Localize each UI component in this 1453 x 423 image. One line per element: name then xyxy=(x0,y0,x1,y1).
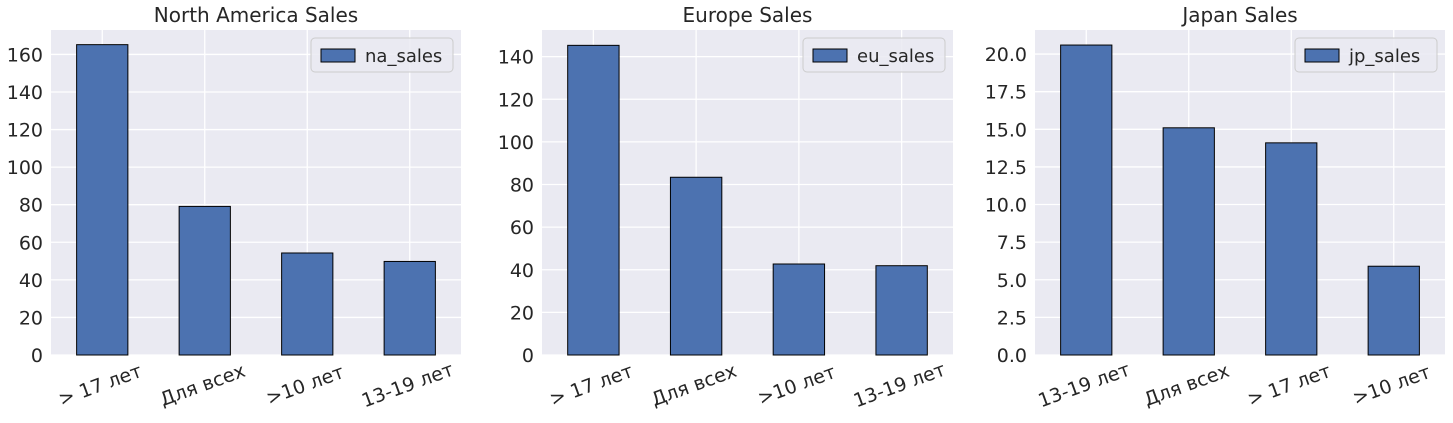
legend-box-na xyxy=(310,37,454,73)
y-tick-label-jp: 2.5 xyxy=(997,307,1027,329)
y-tick-label-jp: 15.0 xyxy=(985,119,1027,141)
y-tick-label-jp: 5.0 xyxy=(997,270,1027,292)
legend-eu: eu_sales xyxy=(802,37,946,73)
bar-eu xyxy=(669,176,723,356)
y-tick-label-jp: 0.0 xyxy=(997,345,1027,367)
bar-jp xyxy=(1060,44,1113,356)
y-tick-label-na: 160 xyxy=(7,44,43,66)
legend-swatch-eu xyxy=(812,48,848,63)
y-tick-label-eu: 40 xyxy=(510,260,534,282)
bar-jp xyxy=(1367,265,1420,356)
y-tick-label-na: 120 xyxy=(7,120,43,142)
x-tick-label-na: Для всех xyxy=(157,360,248,411)
bar-jp xyxy=(1162,127,1215,356)
y-tick-label-eu: 100 xyxy=(498,132,534,154)
y-tick-label-na: 20 xyxy=(19,307,43,329)
chart-eu: 0 20 40 60 80 100 120 140 > 17 лет Для всех >10 ле… xyxy=(498,3,953,412)
y-tick-label-na: 40 xyxy=(19,270,43,292)
y-tick-label-na: 140 xyxy=(7,82,43,104)
y-tick-label-eu: 60 xyxy=(510,217,534,239)
legend-na: na_sales xyxy=(310,37,454,73)
bar-eu xyxy=(875,265,928,356)
bar-na xyxy=(178,205,231,356)
y-tick-label-eu: 140 xyxy=(498,47,534,69)
y-tick-label-jp: 12.5 xyxy=(985,157,1027,179)
legend-label-jp: jp_sales xyxy=(1348,46,1420,67)
chart-title-na: North America Sales xyxy=(154,3,358,27)
legend-label-eu: eu_sales xyxy=(857,46,934,67)
y-tick-label-na: 60 xyxy=(19,232,43,254)
x-tick-label-eu: Для всех xyxy=(648,360,739,411)
bar-eu xyxy=(772,263,826,356)
x-tick-label-eu: 13-19 лет xyxy=(851,359,949,413)
y-tick-label-eu: 80 xyxy=(510,175,534,197)
bar-na xyxy=(383,260,436,356)
x-tick-label-jp: 13-19 лет xyxy=(1035,359,1133,413)
legend-swatch-na xyxy=(320,48,356,63)
y-tick-label-jp: 20.0 xyxy=(985,44,1027,66)
legend-jp: jp_sales xyxy=(1294,37,1438,73)
y-tick-label-jp: 7.5 xyxy=(997,232,1027,254)
x-tick-label-na: 13-19 лет xyxy=(359,359,457,413)
bar-na xyxy=(76,44,129,356)
bar-na xyxy=(281,252,334,356)
x-tick-label-na: >10 лет xyxy=(263,361,347,409)
y-tick-label-jp: 10.0 xyxy=(985,195,1027,217)
chart-title-eu: Europe Sales xyxy=(683,3,813,27)
y-tick-label-na: 80 xyxy=(19,195,43,217)
y-tick-label-na: 100 xyxy=(7,157,43,179)
x-tick-label-eu: > 17 лет xyxy=(547,360,636,410)
chart-title-jp: Japan Sales xyxy=(1180,3,1297,27)
legend-box-jp xyxy=(1294,37,1438,73)
bar-eu xyxy=(567,44,620,356)
y-tick-label-eu: 120 xyxy=(498,89,534,111)
legend-label-na: na_sales xyxy=(365,46,442,67)
y-tick-label-jp: 17.5 xyxy=(985,82,1027,104)
chart-na: 0 20 40 60 80 100 120 140 160 > 17 лет Для всех >10… xyxy=(7,3,461,412)
legend-swatch-jp xyxy=(1304,48,1340,63)
bar-jp xyxy=(1265,142,1318,356)
x-tick-label-eu: >10 лет xyxy=(755,361,839,409)
y-tick-label-eu: 0 xyxy=(522,345,534,367)
x-tick-label-jp: Для всех xyxy=(1141,360,1232,411)
y-tick-label-eu: 20 xyxy=(510,302,534,324)
x-tick-label-jp: >10 лет xyxy=(1350,361,1434,409)
x-tick-label-na: > 17 лет xyxy=(56,360,145,410)
y-tick-label-na: 0 xyxy=(31,345,43,367)
chart-jp: 0.0 2.5 5.0 7.5 10.0 12.5 15.0 17.5 20.0 13-19 ле… xyxy=(985,3,1445,412)
legend-box-eu xyxy=(802,37,946,73)
x-tick-label-jp: > 17 лет xyxy=(1245,360,1334,410)
